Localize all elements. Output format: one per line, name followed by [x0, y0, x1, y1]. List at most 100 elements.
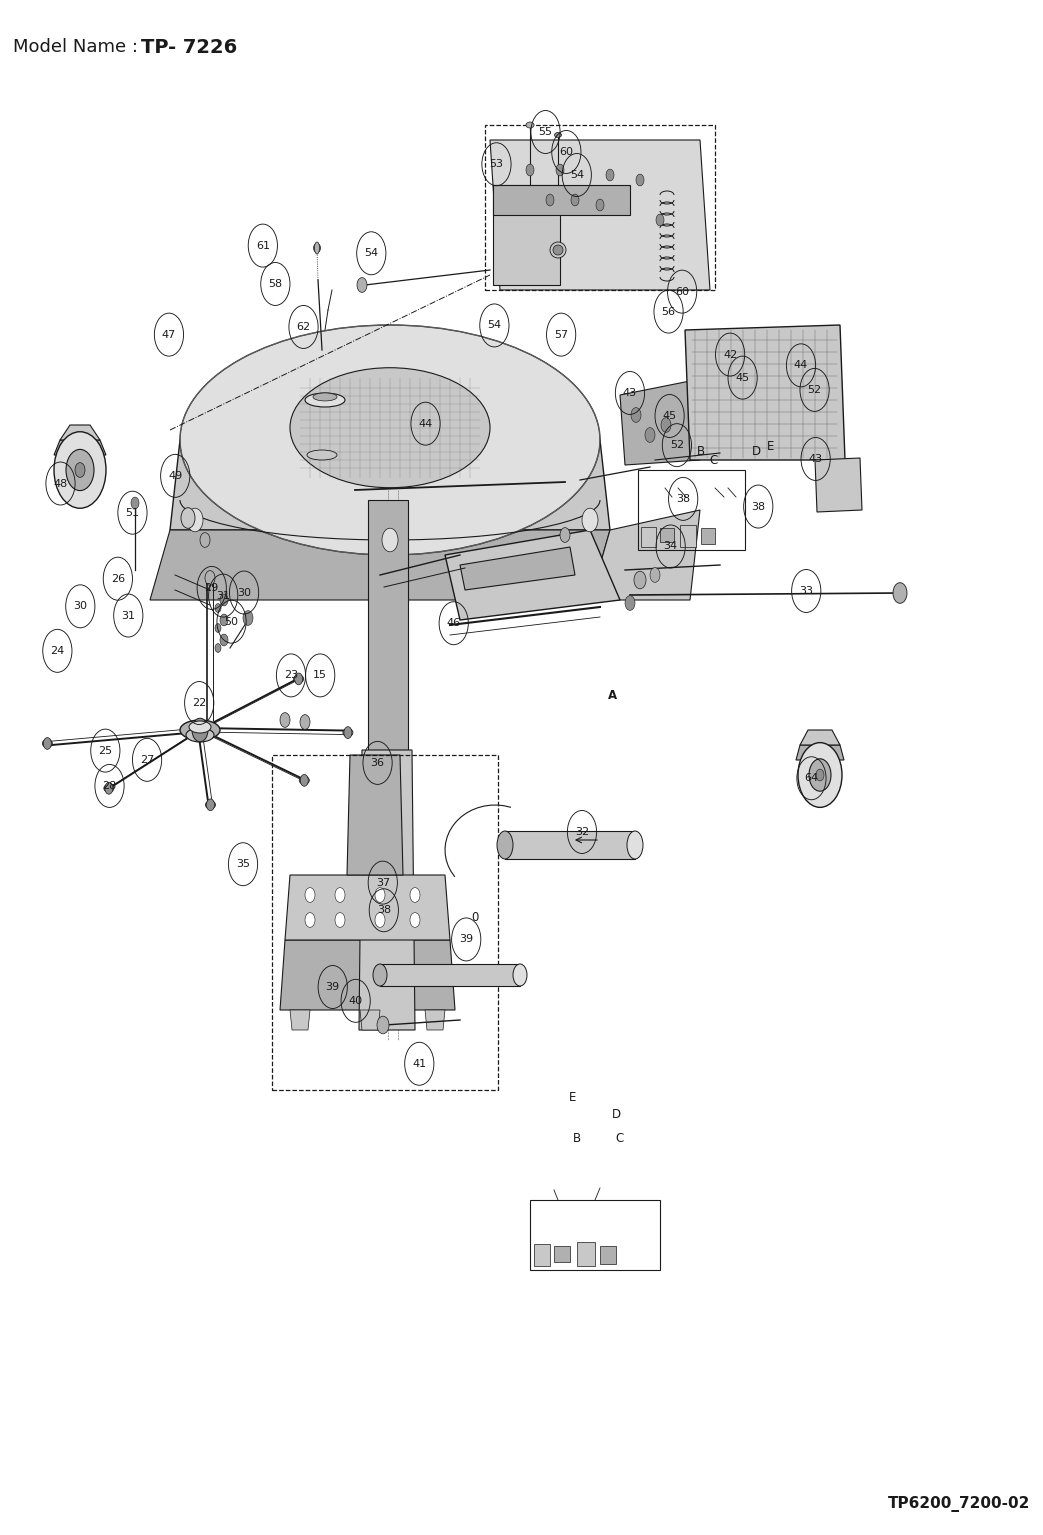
Circle shape — [205, 571, 215, 585]
Text: 28: 28 — [102, 781, 117, 791]
Circle shape — [357, 278, 367, 292]
Circle shape — [335, 887, 345, 903]
Circle shape — [545, 193, 554, 206]
Bar — [505, 830, 635, 860]
Text: 61: 61 — [256, 241, 270, 250]
Circle shape — [344, 726, 351, 738]
Circle shape — [571, 193, 579, 206]
Text: 27: 27 — [140, 755, 154, 764]
Text: 46: 46 — [446, 619, 461, 628]
Circle shape — [556, 164, 564, 177]
Text: B: B — [573, 1133, 581, 1145]
Circle shape — [75, 462, 84, 477]
Text: 54: 54 — [569, 170, 584, 180]
Text: 44: 44 — [418, 419, 433, 428]
Circle shape — [54, 431, 106, 508]
Text: 45: 45 — [662, 411, 677, 421]
Text: 31: 31 — [216, 591, 231, 600]
Ellipse shape — [43, 740, 52, 748]
Circle shape — [66, 450, 94, 491]
Circle shape — [335, 913, 345, 927]
Text: TP6200_7200-02: TP6200_7200-02 — [888, 1497, 1030, 1512]
Polygon shape — [280, 939, 455, 1010]
Text: 42: 42 — [723, 350, 737, 359]
Circle shape — [582, 508, 598, 531]
Circle shape — [645, 428, 655, 442]
Circle shape — [187, 508, 203, 531]
Text: 23: 23 — [284, 671, 298, 680]
Text: 54: 54 — [364, 249, 379, 258]
Polygon shape — [54, 441, 106, 454]
Text: 55: 55 — [538, 127, 553, 137]
Circle shape — [596, 200, 604, 210]
Circle shape — [656, 213, 664, 226]
Text: 54: 54 — [487, 321, 502, 330]
Polygon shape — [170, 441, 610, 530]
Circle shape — [377, 1016, 389, 1035]
Ellipse shape — [553, 246, 563, 255]
Text: 15: 15 — [313, 671, 328, 680]
Text: 31: 31 — [121, 611, 136, 620]
Circle shape — [243, 611, 253, 625]
Bar — [577, 1242, 595, 1266]
Circle shape — [631, 408, 641, 422]
Circle shape — [220, 634, 228, 646]
Circle shape — [44, 738, 51, 749]
Text: 58: 58 — [268, 279, 283, 289]
Ellipse shape — [550, 243, 566, 258]
Text: 40: 40 — [348, 996, 363, 1005]
Text: 37: 37 — [375, 878, 390, 887]
Circle shape — [215, 643, 221, 652]
Circle shape — [305, 913, 315, 927]
Circle shape — [305, 887, 315, 903]
Text: 45: 45 — [735, 373, 750, 382]
Text: 52: 52 — [807, 385, 822, 394]
Text: 60: 60 — [675, 287, 689, 296]
Bar — [554, 1246, 571, 1262]
Text: 50: 50 — [224, 617, 239, 626]
Text: 52: 52 — [670, 441, 684, 450]
Polygon shape — [290, 1010, 310, 1030]
Circle shape — [410, 913, 420, 927]
Text: A: A — [608, 689, 616, 701]
Circle shape — [634, 571, 646, 589]
Bar — [485, 124, 715, 290]
Circle shape — [215, 603, 221, 612]
Polygon shape — [800, 731, 840, 744]
Bar — [600, 1246, 616, 1263]
Circle shape — [625, 596, 635, 611]
Ellipse shape — [307, 450, 337, 460]
Bar — [638, 470, 745, 550]
Text: D: D — [752, 445, 760, 457]
Polygon shape — [285, 875, 450, 939]
Circle shape — [294, 672, 302, 685]
Text: 44: 44 — [794, 361, 808, 370]
Text: 25: 25 — [98, 746, 113, 755]
Polygon shape — [815, 457, 862, 513]
Circle shape — [220, 614, 228, 626]
Ellipse shape — [555, 132, 561, 138]
Polygon shape — [493, 186, 560, 286]
Circle shape — [636, 173, 644, 186]
Circle shape — [382, 528, 398, 551]
Text: 32: 32 — [575, 827, 589, 837]
Text: 62: 62 — [296, 322, 311, 332]
Text: 64: 64 — [804, 774, 819, 783]
Polygon shape — [493, 186, 630, 215]
Text: 60: 60 — [559, 147, 574, 157]
Text: 29: 29 — [204, 583, 219, 593]
Text: 41: 41 — [412, 1059, 427, 1068]
Circle shape — [280, 712, 290, 728]
Circle shape — [300, 775, 309, 786]
Circle shape — [809, 758, 831, 791]
Text: 39: 39 — [459, 935, 474, 944]
Text: C: C — [615, 1133, 624, 1145]
Text: 49: 49 — [168, 471, 183, 480]
Circle shape — [375, 887, 385, 903]
Text: C: C — [709, 454, 718, 467]
Ellipse shape — [526, 121, 534, 127]
Text: 36: 36 — [370, 758, 385, 768]
Circle shape — [300, 715, 310, 729]
Text: 51: 51 — [125, 508, 140, 517]
Ellipse shape — [498, 830, 513, 860]
